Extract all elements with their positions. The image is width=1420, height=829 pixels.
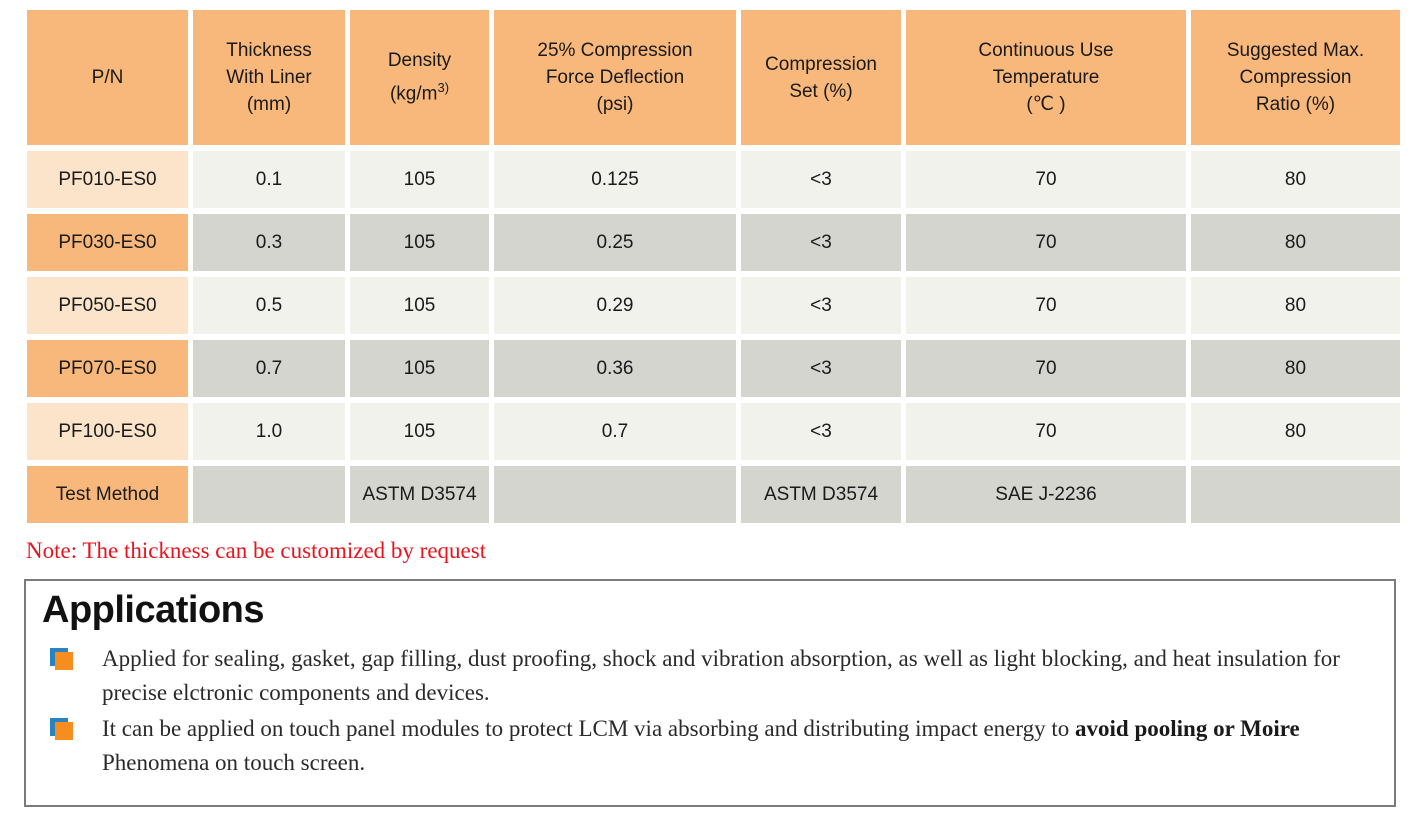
col-header-density: Density (kg/m3)	[350, 10, 489, 145]
density-label: Density (kg/m	[387, 50, 452, 105]
thickness-note: Note: The thickness can be customized by…	[26, 538, 487, 563]
cell-max-ratio: 80	[1191, 403, 1400, 460]
cell-cfd: 0.25	[494, 214, 736, 271]
spec-table: P/N Thickness With Liner (mm) Density (k…	[22, 4, 1405, 529]
applications-bullet-list: Applied for sealing, gasket, gap filling…	[42, 642, 1376, 780]
cell-density: 105	[350, 214, 489, 271]
cell-compression-set: <3	[741, 214, 901, 271]
cell-density: 105	[350, 151, 489, 208]
table-row-pf070: PF070-ES0 0.7 105 0.36 <3 70 80	[27, 340, 1400, 397]
bullet-text: Applied for sealing, gasket, gap filling…	[102, 646, 1340, 705]
applications-section: Applications Applied for sealing, gasket…	[24, 579, 1396, 807]
cell-density: 105	[350, 277, 489, 334]
bullet2-text-start: It can be applied on touch panel modules…	[102, 716, 1076, 741]
table-row-pf030: PF030-ES0 0.3 105 0.25 <3 70 80	[27, 214, 1400, 271]
bullet2-bold-phrase: avoid pooling or Moire	[1075, 716, 1300, 741]
col-header-continuous-use-temperature: Continuous Use Temperature (℃ )	[906, 10, 1186, 145]
cell-max-ratio-test	[1191, 466, 1400, 523]
cell-max-ratio: 80	[1191, 277, 1400, 334]
cell-thickness: 0.7	[193, 340, 345, 397]
cell-temperature: 70	[906, 403, 1186, 460]
cell-temperature: 70	[906, 151, 1186, 208]
cell-density: 105	[350, 403, 489, 460]
col-header-max-compression-ratio: Suggested Max. Compression Ratio (%)	[1191, 10, 1400, 145]
col-header-compression-set: Compression Set (%)	[741, 10, 901, 145]
cell-pn: PF030-ES0	[27, 214, 188, 271]
cell-temperature: 70	[906, 340, 1186, 397]
cell-compression-set: <3	[741, 151, 901, 208]
table-row-pf010: PF010-ES0 0.1 105 0.125 <3 70 80	[27, 151, 1400, 208]
cell-temperature-test: SAE J-2236	[906, 466, 1186, 523]
col-header-pn: P/N	[27, 10, 188, 145]
cell-test-method-label: Test Method	[27, 466, 188, 523]
applications-title: Applications	[42, 589, 265, 631]
cell-pn: PF010-ES0	[27, 151, 188, 208]
list-item: It can be applied on touch panel modules…	[42, 712, 1376, 780]
cell-temperature: 70	[906, 214, 1186, 271]
cell-cfd-test	[494, 466, 736, 523]
col-header-compression-force-deflection: 25% Compression Force Deflection (psi)	[494, 10, 736, 145]
cell-thickness: 0.3	[193, 214, 345, 271]
cell-max-ratio: 80	[1191, 340, 1400, 397]
square-bullet-icon	[50, 718, 74, 742]
table-row-pf100: PF100-ES0 1.0 105 0.7 <3 70 80	[27, 403, 1400, 460]
cell-pn: PF070-ES0	[27, 340, 188, 397]
cell-compression-set: <3	[741, 403, 901, 460]
cell-density-test: ASTM D3574	[350, 466, 489, 523]
cell-compression-set-test: ASTM D3574	[741, 466, 901, 523]
cell-pn: PF050-ES0	[27, 277, 188, 334]
cell-density: 105	[350, 340, 489, 397]
cell-max-ratio: 80	[1191, 151, 1400, 208]
table-row-test-method: Test Method ASTM D3574 ASTM D3574 SAE J-…	[27, 466, 1400, 523]
cell-thickness: 0.5	[193, 277, 345, 334]
cell-thickness: 0.1	[193, 151, 345, 208]
cell-compression-set: <3	[741, 277, 901, 334]
col-header-thickness: Thickness With Liner (mm)	[193, 10, 345, 145]
table-row-pf050: PF050-ES0 0.5 105 0.29 <3 70 80	[27, 277, 1400, 334]
cell-max-ratio: 80	[1191, 214, 1400, 271]
bullet-text: It can be applied on touch panel modules…	[102, 712, 1376, 780]
cell-compression-set: <3	[741, 340, 901, 397]
cell-cfd: 0.36	[494, 340, 736, 397]
cell-cfd: 0.29	[494, 277, 736, 334]
cell-thickness: 1.0	[193, 403, 345, 460]
square-bullet-icon	[50, 648, 74, 672]
cell-thickness-test	[193, 466, 345, 523]
header-row: P/N Thickness With Liner (mm) Density (k…	[27, 10, 1400, 145]
cell-cfd: 0.125	[494, 151, 736, 208]
cell-cfd: 0.7	[494, 403, 736, 460]
cell-pn: PF100-ES0	[27, 403, 188, 460]
list-item: Applied for sealing, gasket, gap filling…	[42, 642, 1376, 710]
cell-temperature: 70	[906, 277, 1186, 334]
bullet2-text-end: Phenomena on touch screen.	[102, 750, 366, 775]
density-superscript: 3)	[437, 80, 450, 96]
datasheet-page: P/N Thickness With Liner (mm) Density (k…	[22, 4, 1405, 807]
